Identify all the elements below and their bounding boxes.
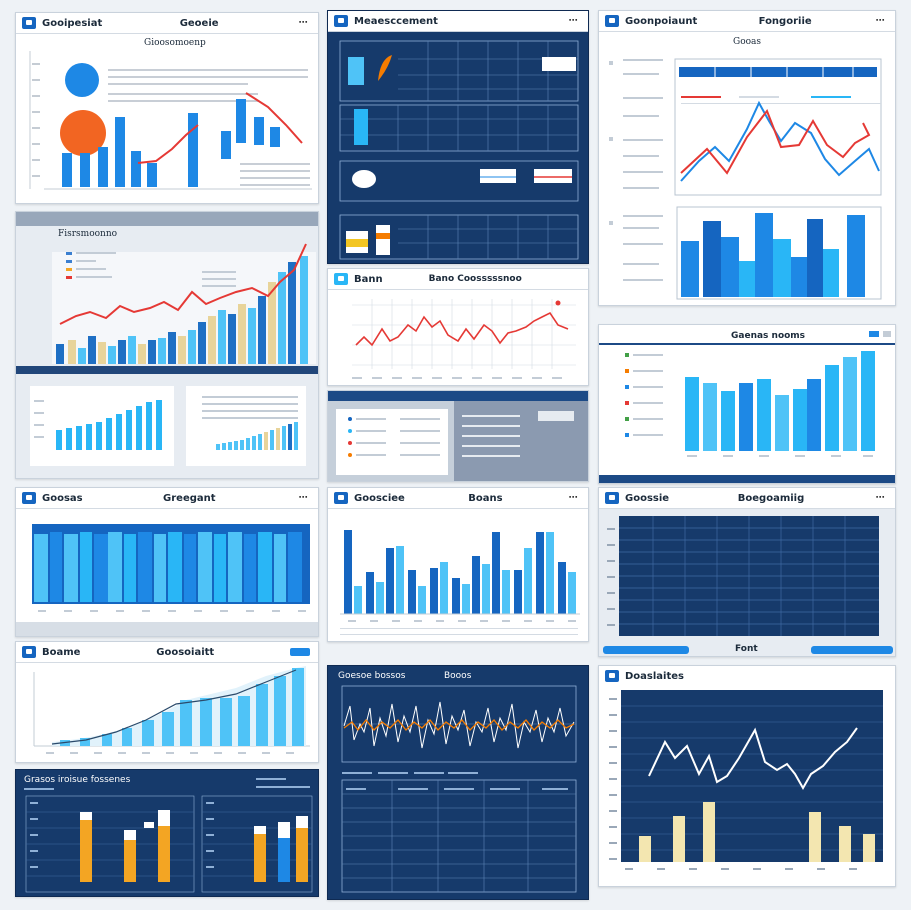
app-icon[interactable] (605, 670, 619, 682)
menu-icon[interactable] (290, 648, 310, 656)
panel-data-grid: Goossie Boegoamiig ⋯ Font (598, 487, 896, 657)
panel-line-chart: Bann Bano Coosssssnoo (327, 268, 589, 386)
panel-title-secondary: Greegant (163, 492, 216, 504)
app-icon[interactable] (605, 15, 619, 27)
app-icon[interactable] (22, 17, 36, 29)
app-icon[interactable] (334, 273, 348, 285)
panel-title: Goosas (42, 492, 83, 504)
panel-footer-label: Font (735, 644, 758, 654)
panel-title-secondary: Boegoamiig (737, 492, 805, 504)
panel-component: Goonpoiaunt Fongoriie ⋯ Gooas (598, 10, 896, 306)
panel-title: Goossie (625, 492, 670, 504)
panel-subtitle: Fisrsmoonno (58, 229, 118, 239)
indicator-block (348, 57, 364, 85)
panel-title: Grasos iroisue fossenes (24, 775, 131, 785)
stacked-bar-chart (24, 778, 313, 893)
panel-footer-strip (16, 366, 318, 374)
trend-bars (56, 256, 308, 364)
panel-title: Gooipesiat (42, 17, 103, 29)
menu-icon[interactable]: ⋯ (568, 16, 578, 26)
panel-title-secondary: Booos (444, 671, 472, 681)
panel-bar-summary: Gaenas nooms (598, 324, 896, 484)
panel-line-bars: Doaslaites (598, 665, 896, 887)
stacked-bars (80, 810, 308, 882)
panel-title: Gaenas nooms (731, 331, 806, 341)
summary-bars (685, 351, 875, 451)
grouped-bars (344, 530, 576, 614)
line-bars-chart (609, 690, 883, 870)
area-trend-chart (33, 666, 310, 754)
panel-list (327, 390, 589, 482)
toggle-oval (352, 170, 376, 188)
panel-header: Goossie Boegoamiig ⋯ (599, 488, 895, 509)
app-icon[interactable] (334, 15, 348, 27)
pie-marker-orange (60, 110, 106, 156)
measurement-grid (339, 40, 579, 260)
component-bars (681, 213, 865, 297)
overview-chart (29, 51, 312, 190)
bar-summary-chart (599, 331, 895, 483)
panel-histogram: Goosas Greegant ⋯ (15, 487, 319, 637)
component-charts (609, 58, 882, 300)
panel-header: Goonpoiaunt Fongoriie ⋯ (599, 11, 895, 32)
histogram-chart (16, 524, 318, 636)
panel-header-strip (328, 391, 588, 401)
app-icon[interactable] (22, 492, 36, 504)
menu-icon[interactable]: ⋯ (875, 493, 885, 503)
panel-title-secondary: Goosoiaitt (156, 646, 215, 658)
panel-title-secondary: Boans (468, 492, 503, 504)
menu-icon[interactable]: ⋯ (298, 493, 308, 503)
histogram-bars (34, 532, 302, 602)
panel-header-strip (16, 212, 318, 226)
panel-header: Meaesccement ⋯ (328, 11, 588, 32)
list-panel (336, 401, 588, 481)
panel-title: Boame (42, 646, 81, 658)
red-line-chart (352, 299, 576, 379)
signal-chart (341, 685, 577, 893)
panel-measurement: Meaesccement ⋯ (327, 10, 589, 264)
area-bars (60, 668, 304, 746)
panel-overview: Gooipesiat Geoeie ⋯ Gioosomoenp (15, 12, 319, 204)
app-icon[interactable] (334, 492, 348, 504)
panel-stacked-bars: Grasos iroisue fossenes (15, 769, 319, 897)
panel-header: Boame Goosoiaitt (16, 642, 318, 663)
panel-header: Goosciee Boans ⋯ (328, 488, 588, 509)
panel-header: Gooipesiat Geoeie ⋯ (16, 13, 318, 34)
panel-title: Doaslaites (625, 670, 684, 682)
grouped-bar-chart (340, 530, 580, 635)
panel-title: Bann (354, 273, 383, 285)
panel-title: Meaesccement (354, 15, 438, 27)
menu-icon[interactable]: ⋯ (568, 493, 578, 503)
trend-chart (30, 243, 316, 466)
panel-area-trend: Boame Goosoiaitt (15, 641, 319, 763)
panel-grouped-bars: Goosciee Boans ⋯ (327, 487, 589, 642)
panel-trend: Fisrsmoonno (15, 211, 319, 479)
panel-title: Goonpoiaunt (625, 15, 698, 27)
line-bars (639, 802, 875, 862)
panel-header: Doaslaites (599, 666, 895, 686)
panel-title-secondary: Bano Coosssssnoo (428, 274, 522, 284)
panel-title-secondary: Geoeie (179, 17, 219, 29)
pie-marker-blue (65, 63, 99, 97)
app-icon[interactable] (22, 646, 36, 658)
mini-bars (56, 400, 162, 450)
panel-subtitle: Gioosomoenp (144, 38, 206, 48)
data-grid (603, 516, 893, 654)
orange-marker (378, 55, 392, 81)
legend-swatches (66, 252, 72, 279)
panel-signal: Goesoe bossos Booos (327, 665, 589, 900)
panel-header: Goosas Greegant ⋯ (16, 488, 318, 509)
app-icon[interactable] (605, 492, 619, 504)
panel-title-secondary: Fongoriie (758, 15, 812, 27)
panel-title: Goesoe bossos (338, 671, 406, 681)
panel-header: Bann Bano Coosssssnoo (328, 269, 588, 290)
panel-subtitle: Gooas (733, 37, 762, 47)
menu-icon[interactable]: ⋯ (875, 16, 885, 26)
menu-icon[interactable]: ⋯ (298, 18, 308, 28)
panel-title: Goosciee (354, 492, 405, 504)
